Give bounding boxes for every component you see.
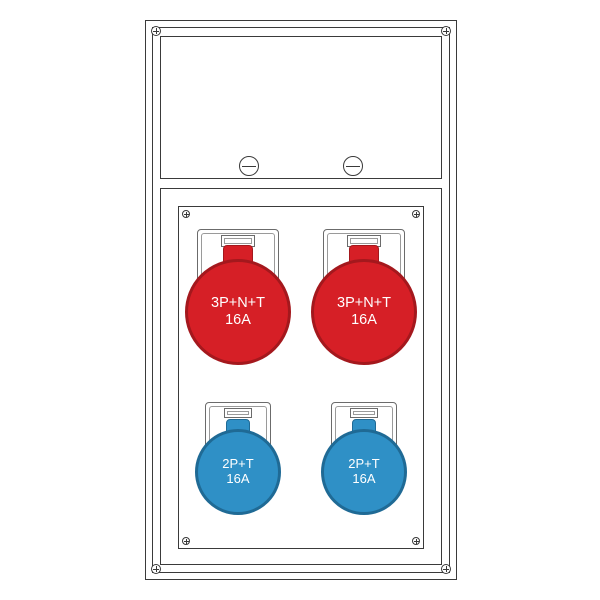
diagram-stage: 3P+N+T16A3P+N+T16A2P+T16A2P+T16A xyxy=(0,0,600,600)
socket-3p-left-cap: 3P+N+T16A xyxy=(185,259,291,365)
socket-3p-right-label-line1: 3P+N+T xyxy=(337,295,391,312)
socket-3p-left-label-line1: 3P+N+T xyxy=(211,295,265,312)
screw-cross-icon xyxy=(186,539,187,544)
socket-2p-left-label-line1: 2P+T xyxy=(222,457,253,472)
socket-2p-left-cap: 2P+T16A xyxy=(195,429,281,515)
socket-2p-right-label-line1: 2P+T xyxy=(348,457,379,472)
socket-3p-left-label-line2: 16A xyxy=(225,312,251,329)
screw-cross-icon xyxy=(156,566,157,572)
screw-cross-icon xyxy=(186,212,187,217)
screw-slot-icon xyxy=(346,166,360,167)
enclosure-top-compartment xyxy=(160,36,442,179)
screw-cross-icon xyxy=(446,28,447,34)
socket-2p-right-cap: 2P+T16A xyxy=(321,429,407,515)
screw-slot-icon xyxy=(242,166,256,167)
screw-cross-icon xyxy=(446,566,447,572)
socket-3p-right-hinge-inner-icon xyxy=(350,238,378,244)
socket-2p-right-hinge-inner-icon xyxy=(353,411,375,415)
socket-3p-left-hinge-inner-icon xyxy=(224,238,252,244)
socket-3p-right-cap: 3P+N+T16A xyxy=(311,259,417,365)
screw-cross-icon xyxy=(416,212,417,217)
socket-2p-right-label-line2: 16A xyxy=(352,472,375,487)
socket-3p-right-label-line2: 16A xyxy=(351,312,377,329)
socket-2p-left-hinge-inner-icon xyxy=(227,411,249,415)
screw-cross-icon xyxy=(156,28,157,34)
screw-cross-icon xyxy=(416,539,417,544)
socket-2p-left-label-line2: 16A xyxy=(226,472,249,487)
